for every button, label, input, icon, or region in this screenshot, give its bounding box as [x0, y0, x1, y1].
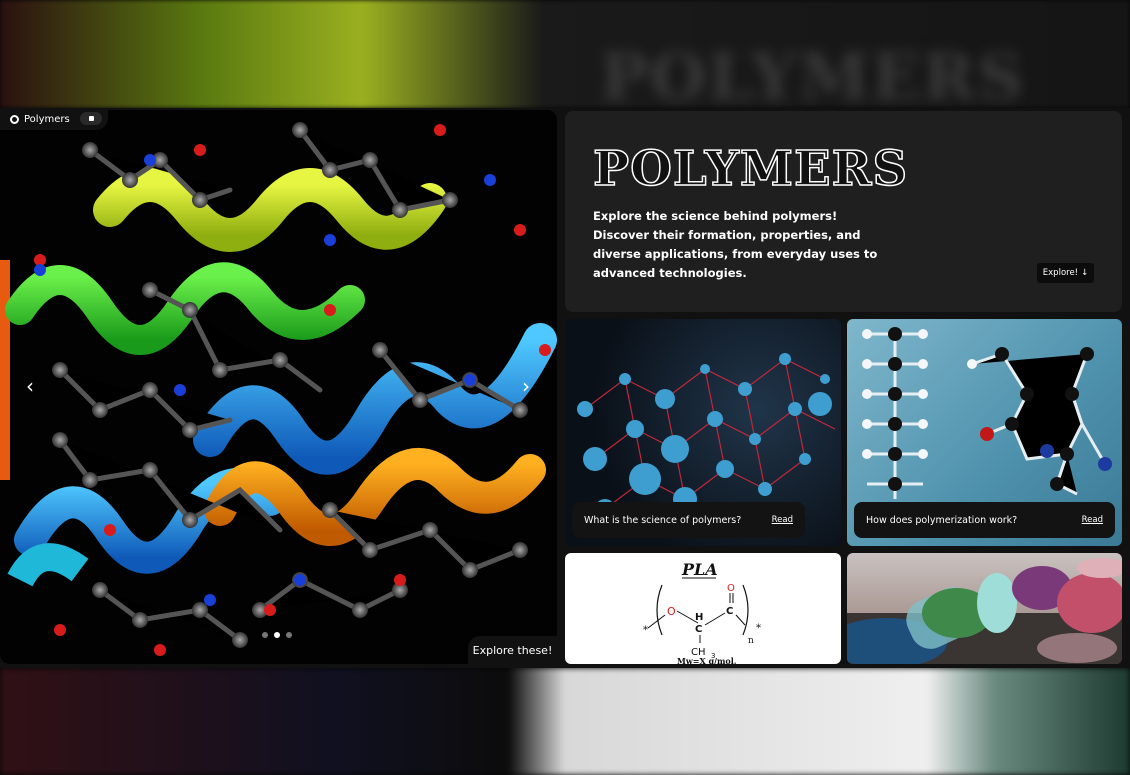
hero-carousel[interactable]	[0, 110, 557, 664]
ring-icon	[10, 114, 19, 124]
next-slide-button[interactable]: ›	[522, 374, 530, 398]
page-title: POLYMERS	[592, 140, 909, 198]
arrow-down-icon: ↓	[1081, 268, 1089, 278]
pla-carbon-2: C	[726, 606, 733, 617]
slide-dot-active[interactable]	[274, 632, 280, 638]
pla-hydrogen: H	[695, 612, 703, 623]
tag-toggle[interactable]	[80, 112, 102, 125]
tile-pla-structure[interactable]: PLA * * O H C C O CH 3 n Mw=X g/mol,	[565, 553, 841, 664]
tile-caption-text: What is the science of polymers?	[584, 514, 742, 526]
pla-repeat-n: n	[748, 636, 754, 646]
molecule-network-image	[577, 353, 836, 529]
pla-oxygen-1: O	[667, 605, 676, 618]
pla-star-right: *	[756, 623, 761, 634]
pla-carbon-1: C	[695, 624, 702, 635]
blurred-backdrop-bottom	[0, 668, 1130, 775]
pla-title: PLA	[681, 560, 718, 579]
ball-stick-model-image	[862, 327, 1112, 499]
tile-science-of-polymers[interactable]: What is the science of polymers? Read	[565, 319, 841, 546]
tile-polymer-pellets[interactable]	[847, 553, 1122, 664]
square-icon	[88, 116, 94, 121]
tile-caption: How does polymerization work? Read	[854, 502, 1115, 538]
explore-these-button[interactable]: Explore these!	[468, 636, 557, 664]
pla-methyl-subscript: 3	[711, 652, 715, 660]
intro-description: Explore the science behind polymers! Dis…	[593, 209, 878, 280]
read-link[interactable]: Read	[771, 515, 793, 525]
pla-structure-diagram: PLA * * O H C C O CH 3 n Mw=X g/mol,	[643, 560, 761, 664]
read-link[interactable]: Read	[1081, 515, 1103, 525]
protein-helix-image	[0, 110, 557, 664]
explore-button[interactable]: Explore! ↓	[1037, 263, 1094, 283]
section-tag-label: Polymers	[24, 113, 70, 125]
tile-polymerization[interactable]: How does polymerization work? Read	[847, 319, 1122, 546]
section-tag: Polymers	[0, 108, 108, 130]
intro-card: POLYMERS Explore the science behind poly…	[565, 111, 1122, 312]
pla-star-left: *	[643, 625, 648, 636]
pla-methyl: CH	[691, 647, 706, 658]
tile-caption-text: How does polymerization work?	[866, 514, 1018, 526]
explore-button-label: Explore!	[1042, 268, 1079, 278]
blurred-title: POLYMERS	[600, 40, 1026, 108]
pellet-vials-image	[847, 558, 1122, 664]
slide-indicator	[262, 632, 292, 638]
pla-molecular-weight: Mw=X g/mol,	[677, 656, 737, 664]
slide-dot[interactable]	[286, 632, 292, 638]
slide-dot[interactable]	[262, 632, 268, 638]
pla-oxygen-2: O	[727, 583, 735, 594]
tile-caption: What is the science of polymers? Read	[572, 502, 805, 538]
prev-slide-button[interactable]: ‹	[26, 374, 34, 398]
blurred-backdrop-top: POLYMERS	[0, 0, 1130, 108]
